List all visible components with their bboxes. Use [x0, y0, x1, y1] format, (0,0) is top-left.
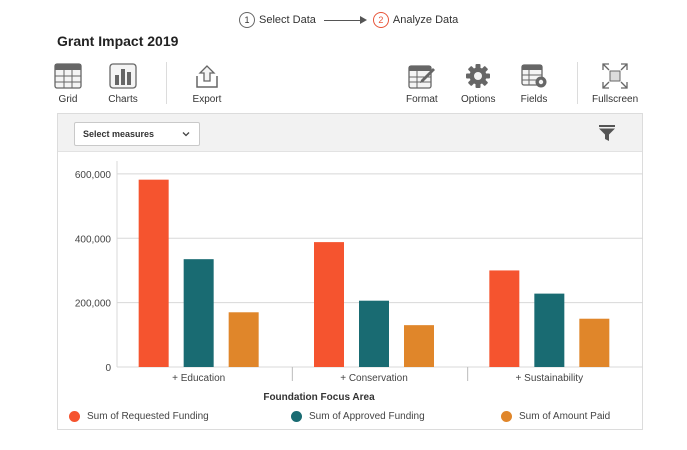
x-axis-label: Foundation Focus Area: [263, 392, 375, 403]
y-tick-label: 0: [105, 363, 111, 374]
fields-icon: [519, 62, 549, 90]
step-number: 2: [372, 12, 389, 28]
format-label: Format: [406, 94, 438, 105]
export-icon: [192, 62, 222, 90]
fullscreen-label: Fullscreen: [592, 94, 639, 105]
legend-label: Sum of Approved Funding: [309, 411, 425, 422]
legend-dot: [291, 411, 302, 422]
fields-button[interactable]: Fields: [519, 62, 549, 105]
grid-button[interactable]: Grid: [53, 62, 83, 105]
step-number: 1: [239, 12, 255, 28]
y-tick-label: 600,000: [75, 170, 112, 181]
bar-chart: 0 200,000 400,000 600,000 + Education + Conse…: [75, 161, 643, 403]
export-label: Export: [192, 94, 222, 105]
bar-chart-icon: [108, 62, 138, 90]
legend-label: Sum of Requested Funding: [87, 411, 209, 422]
chart-panel: Select measures: [57, 113, 643, 430]
select-measures-label: Select measures: [83, 129, 155, 139]
chart-legend: Sum of Requested Funding Sum of Approved …: [57, 406, 643, 430]
bar[interactable]: [489, 270, 520, 367]
legend-item[interactable]: Sum of Amount Paid: [501, 411, 610, 422]
bar[interactable]: [579, 318, 610, 367]
options-label: Options: [461, 94, 496, 105]
fullscreen-button[interactable]: Fullscreen: [592, 62, 638, 105]
bar[interactable]: [404, 325, 434, 367]
charts-label: Charts: [108, 94, 138, 105]
arrow-right-icon: [323, 16, 367, 24]
y-tick-label: 200,000: [75, 299, 112, 310]
bar[interactable]: [359, 300, 389, 367]
format-icon: [407, 62, 437, 90]
legend-item[interactable]: Sum of Requested Funding: [69, 411, 209, 422]
format-button[interactable]: Format: [406, 62, 438, 105]
gear-icon: [463, 62, 493, 90]
legend-label: Sum of Amount Paid: [519, 411, 611, 422]
legend-dot: [501, 411, 512, 422]
toolbar-divider: [577, 62, 578, 104]
x-tick-label[interactable]: + Conservation: [340, 373, 408, 384]
panel-header: Select measures: [58, 114, 642, 152]
fields-label: Fields: [520, 94, 548, 105]
export-button[interactable]: Export: [192, 62, 222, 105]
step-analyze-data[interactable]: 2 Analyze Data: [372, 12, 459, 28]
step-label: Analyze Data: [392, 14, 459, 26]
toolbar-divider: [166, 62, 167, 104]
y-tick-label: 400,000: [75, 234, 112, 245]
x-tick-label[interactable]: + Education: [172, 373, 225, 384]
fullscreen-icon: [600, 62, 630, 90]
step-label: Select Data: [259, 14, 316, 26]
select-measures-dropdown[interactable]: Select measures: [74, 122, 200, 146]
legend-dot: [69, 411, 80, 422]
legend-item[interactable]: Sum of Approved Funding: [291, 411, 425, 422]
page-title: Grant Impact 2019: [57, 33, 179, 49]
x-tick-label[interactable]: + Sustainability: [516, 373, 584, 384]
bar[interactable]: [228, 312, 259, 367]
bar[interactable]: [183, 259, 214, 367]
bar[interactable]: [314, 242, 344, 367]
chevron-down-icon: [182, 132, 190, 137]
grid-label: Grid: [58, 94, 78, 105]
bar[interactable]: [138, 179, 169, 367]
charts-button[interactable]: Charts: [108, 62, 138, 105]
step-select-data[interactable]: 1 Select Data: [239, 12, 316, 28]
filter-icon[interactable]: [598, 124, 616, 142]
grid-icon: [53, 62, 83, 90]
wizard-steps: 1 Select Data 2 Analyze Data: [239, 11, 458, 29]
bar[interactable]: [534, 293, 565, 367]
options-button[interactable]: Options: [461, 62, 495, 105]
